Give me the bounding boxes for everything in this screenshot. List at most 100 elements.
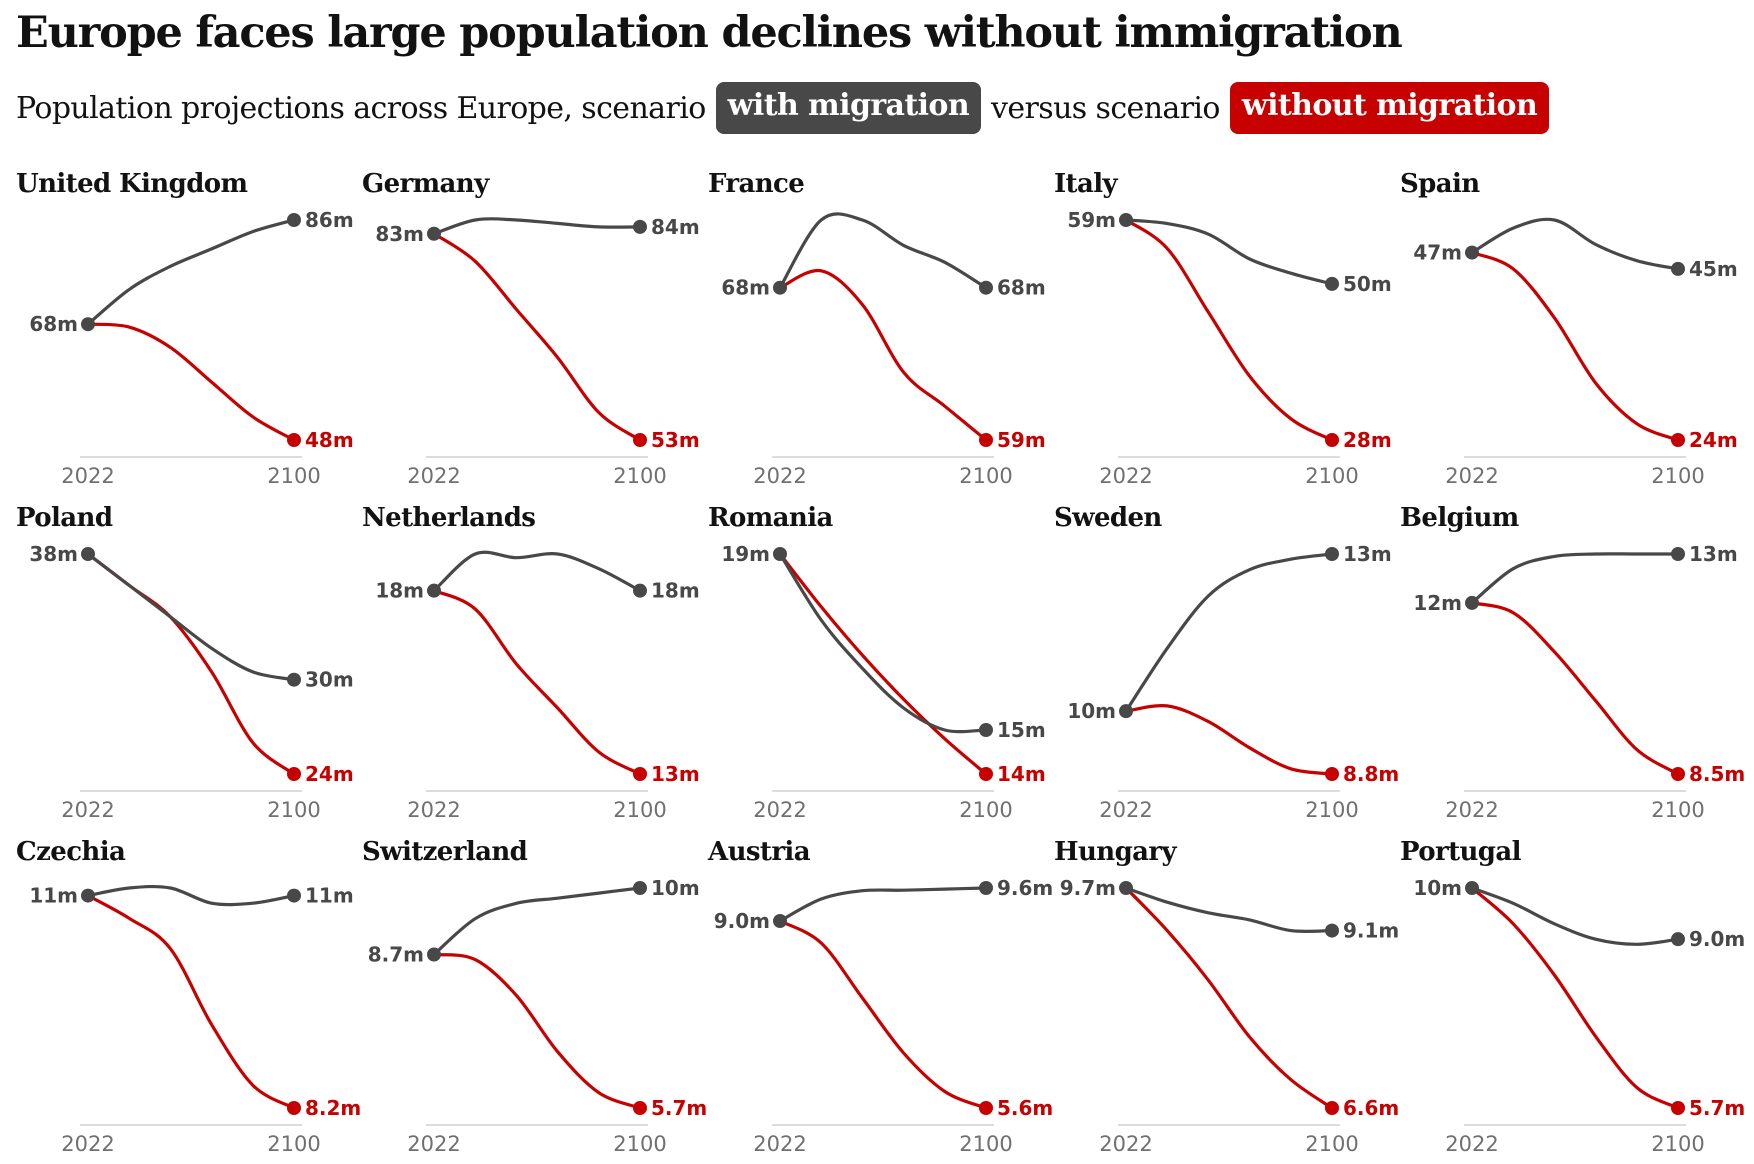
start-point [427,947,441,962]
x-tick-label: 2100 [613,464,666,488]
x-tick-label: 2022 [1445,1132,1498,1156]
panel-spain: Spain 2022 2100 47m 45m 24m [1400,169,1738,488]
start-value-label: 10m [1067,699,1116,723]
end-value-label-with-migration: 50m [1343,272,1392,296]
start-point [1119,704,1133,719]
end-value-label-with-migration: 9.0m [1689,927,1745,951]
end-value-label-without-migration: 8.8m [1343,762,1399,786]
line-with-migration [86,552,296,682]
start-value-label: 11m [29,884,78,908]
line-with-migration [432,886,642,957]
x-tick-label: 2100 [959,1132,1012,1156]
line-with-migration [86,218,296,326]
end-value-label-without-migration: 24m [305,762,354,786]
panel-title: Hungary [1054,837,1177,867]
x-tick-label: 2022 [1445,798,1498,822]
end-value-label-with-migration: 45m [1689,257,1738,281]
panel-sweden: Sweden 2022 2100 10m 13m 8.8m [1054,503,1399,822]
start-point [1119,213,1133,227]
end-point-without-migration [1671,433,1685,447]
end-point-without-migration [1325,433,1339,447]
x-tick-label: 2100 [1305,1132,1358,1156]
panel-title: Germany [362,169,490,199]
line-without-migration [1470,601,1680,776]
start-point [1465,245,1479,260]
x-tick-label: 2022 [1099,798,1152,822]
end-point-without-migration [1671,1101,1685,1115]
end-value-label-without-migration: 5.7m [1689,1096,1745,1120]
end-point-with-migration [287,672,301,687]
start-point [1119,881,1133,895]
end-value-label-with-migration: 86m [305,208,354,232]
line-with-migration [1470,552,1680,605]
panel-austria: Austria 2022 2100 9.0m 9.6m 5.6m [707,837,1053,1156]
end-value-label-without-migration: 48m [305,428,354,452]
panel-title: Spain [1400,169,1480,199]
end-value-label-with-migration: 13m [1343,542,1392,566]
panel-title: Czechia [16,837,126,867]
end-point-with-migration [979,280,993,295]
end-point-with-migration [1671,547,1685,561]
start-point [81,317,95,332]
x-tick-label: 2100 [267,464,320,488]
panel-france: France 2022 2100 68m 68m 59m [708,169,1046,488]
end-point-without-migration [979,767,993,781]
x-tick-label: 2100 [267,798,320,822]
legend-with-migration: with migration [715,82,982,134]
end-point-without-migration [287,767,301,781]
x-tick-label: 2100 [1305,464,1358,488]
start-point [773,914,787,928]
x-tick-label: 2100 [613,798,666,822]
end-point-without-migration [633,433,647,447]
panel-title: Belgium [1400,503,1519,533]
end-value-label-with-migration: 30m [305,668,354,692]
end-point-with-migration [287,213,301,227]
subtitle-text-before: Population projections across Europe, sc… [16,90,706,126]
x-tick-label: 2022 [61,798,114,822]
x-tick-label: 2022 [1099,1132,1152,1156]
x-tick-label: 2100 [1651,464,1704,488]
end-value-label-with-migration: 10m [651,876,700,900]
start-value-label: 83m [375,222,424,246]
panel-title: Italy [1054,169,1118,199]
line-with-migration [778,212,988,290]
line-with-migration [1124,552,1334,713]
end-point-without-migration [979,433,993,447]
x-tick-label: 2100 [1305,798,1358,822]
end-point-with-migration [1671,261,1685,276]
start-value-label: 59m [1067,208,1116,232]
panel-belgium: Belgium 2022 2100 12m 13m 8.5m [1400,503,1745,822]
start-point [427,226,441,241]
line-without-migration [778,919,988,1110]
end-value-label-without-migration: 8.2m [305,1096,361,1120]
end-point-without-migration [979,1101,993,1115]
start-point [1465,881,1479,895]
x-tick-label: 2100 [613,1132,666,1156]
line-without-migration [432,952,642,1110]
end-point-with-migration [633,881,647,895]
line-without-migration [1124,218,1334,442]
end-point-without-migration [633,1101,647,1115]
end-value-label-without-migration: 53m [651,428,700,452]
line-without-migration [1124,886,1334,1110]
end-point-with-migration [1671,932,1685,947]
end-point-without-migration [633,767,647,781]
line-without-migration [86,894,296,1110]
end-value-label-with-migration: 11m [305,884,354,908]
legend-without-migration: without migration [1229,82,1550,134]
start-value-label: 9.0m [714,909,770,933]
x-tick-label: 2022 [753,1132,806,1156]
end-point-without-migration [1325,1101,1339,1115]
x-tick-label: 2022 [407,1132,460,1156]
end-value-label-without-migration: 5.7m [651,1096,707,1120]
panel-title: Switzerland [362,837,528,867]
line-without-migration [86,552,296,776]
line-with-migration [1470,886,1680,946]
end-point-with-migration [1325,276,1339,291]
start-point [773,547,787,561]
end-point-with-migration [287,888,301,903]
end-point-with-migration [1325,547,1339,561]
end-point-with-migration [979,881,993,895]
line-without-migration [1470,251,1680,442]
